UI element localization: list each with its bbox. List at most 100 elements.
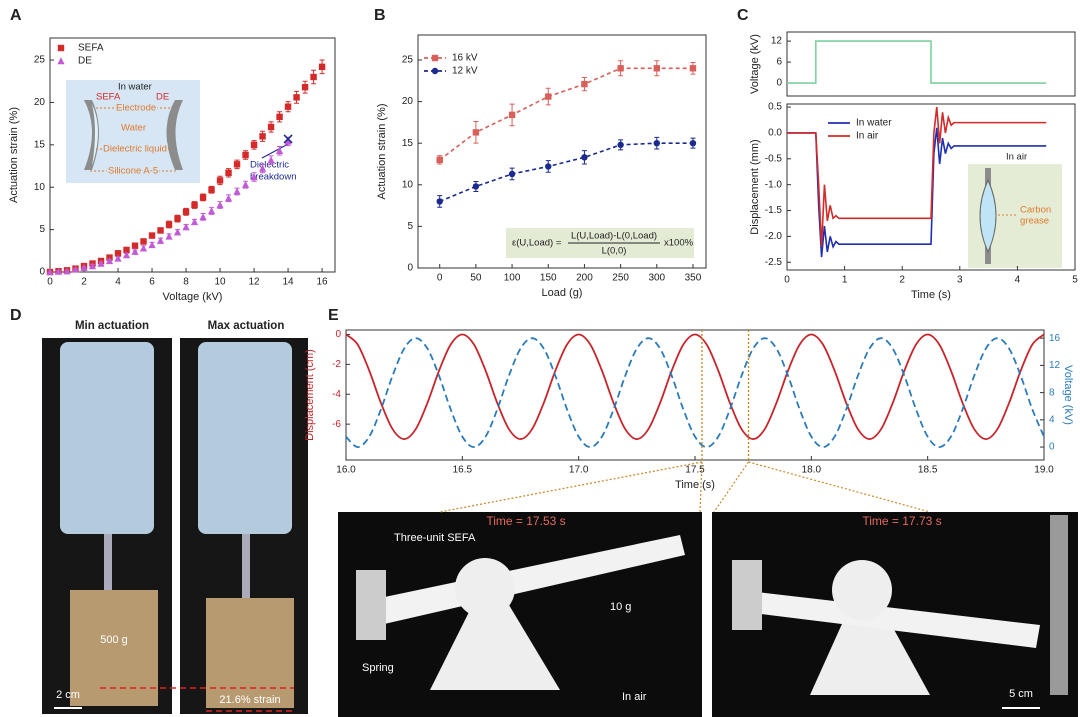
- y-tick-label: 25: [402, 55, 414, 66]
- y2-tick-label: 12: [1049, 360, 1061, 371]
- plot-frame: [417, 34, 707, 269]
- point: [689, 65, 697, 72]
- x-tick-label: 14: [283, 277, 295, 288]
- point: [233, 161, 241, 168]
- point: [114, 254, 122, 262]
- annotation: Spring: [362, 662, 394, 674]
- annotation: Silicone A-5: [108, 166, 158, 177]
- series-line: [787, 107, 1047, 247]
- actuator: [60, 342, 154, 534]
- legend-label: In water: [856, 118, 892, 129]
- point: [293, 94, 300, 101]
- point: [259, 133, 266, 140]
- point: [267, 123, 275, 131]
- point: [242, 151, 249, 159]
- actuator: [732, 560, 762, 630]
- liquid: [92, 104, 98, 166]
- y-tick-label: -6: [332, 419, 341, 430]
- point: [191, 201, 198, 209]
- point: [301, 83, 309, 91]
- point: [250, 173, 258, 181]
- y-tick-label: -1.5: [765, 205, 783, 216]
- photo-title: Min actuation: [75, 320, 149, 332]
- breakdown-marker: [283, 134, 293, 144]
- point: [472, 183, 480, 190]
- y-axis-label: Displacement (cm): [304, 349, 316, 441]
- point: [97, 259, 105, 267]
- point: [689, 139, 697, 147]
- point: [436, 156, 443, 164]
- x-tick-label: 100: [504, 273, 521, 284]
- x-tick-label: 0: [437, 273, 443, 284]
- point: [436, 198, 443, 205]
- point: [284, 137, 292, 145]
- point: [165, 232, 173, 240]
- legend-label: In air: [856, 131, 879, 142]
- point: [114, 250, 122, 257]
- legend-label: SEFA: [78, 43, 104, 54]
- legend-marker: [57, 44, 65, 52]
- y-tick-label: 0: [39, 267, 45, 278]
- y-axis-label: Voltage (kV): [749, 34, 761, 94]
- point: [267, 156, 275, 164]
- point: [148, 232, 156, 239]
- plot-frame: [49, 37, 336, 273]
- lever: [370, 535, 685, 625]
- y-tick-label: 0.0: [768, 128, 782, 139]
- point: [199, 194, 207, 201]
- x-tick-label: 17.0: [569, 465, 589, 476]
- point: [46, 268, 54, 276]
- y-tick-label: 25: [34, 55, 46, 66]
- x-tick-label: 18.5: [918, 465, 938, 476]
- point: [122, 251, 131, 259]
- point: [472, 129, 480, 136]
- scale-label: 5 cm: [1009, 688, 1033, 700]
- point: [276, 113, 283, 121]
- legend-label: DE: [78, 56, 92, 67]
- annotation: In air: [622, 691, 647, 703]
- x-tick-label: 2: [81, 277, 87, 288]
- series-line: [439, 67, 693, 161]
- x-tick-label: 4: [115, 277, 121, 288]
- formula: L(U,Load)-L(0,Load): [571, 231, 657, 242]
- x-tick-label: 200: [576, 273, 593, 284]
- y-tick-label: -2.0: [765, 231, 783, 242]
- strain-label: 21.6% strain: [219, 694, 280, 706]
- series-line: [345, 333, 1045, 440]
- stand: [810, 595, 930, 695]
- formula: ε(U,Load) =: [512, 238, 562, 249]
- annotation: In water: [118, 82, 152, 93]
- point: [545, 93, 552, 100]
- point: [63, 267, 71, 275]
- point: [508, 111, 516, 119]
- series-line: [345, 337, 1045, 448]
- legend-label: 12 kV: [452, 66, 478, 77]
- annotation: 10 g: [610, 601, 631, 613]
- x-axis-label: Load (g): [542, 287, 583, 299]
- x-tick-label: 16: [317, 277, 329, 288]
- point: [318, 63, 326, 71]
- point: [617, 65, 624, 72]
- point: [258, 164, 267, 172]
- connector: [748, 461, 931, 513]
- panel-label: A: [10, 7, 22, 24]
- weight: [70, 590, 158, 706]
- x-tick-label: 16.5: [453, 465, 473, 476]
- annotation: grease: [1020, 216, 1049, 227]
- annotation: Water: [121, 123, 146, 134]
- weight: [206, 598, 294, 708]
- x-axis-label: Voltage (kV): [163, 291, 223, 303]
- ruler: [1050, 515, 1068, 695]
- y2-tick-label: 8: [1049, 387, 1055, 398]
- x-axis-label: Time (s): [911, 289, 951, 301]
- x-tick-label: 5: [1072, 275, 1078, 286]
- x-tick-label: 12: [248, 277, 260, 288]
- point: [182, 208, 190, 216]
- y-tick-label: 0: [335, 329, 341, 340]
- legend-label: 16 kV: [452, 53, 478, 64]
- point: [508, 170, 516, 178]
- x-tick-label: 0: [47, 277, 53, 288]
- photo-title: Max actuation: [208, 320, 285, 332]
- x-tick-label: 250: [612, 273, 629, 284]
- x-tick-label: 350: [685, 273, 702, 284]
